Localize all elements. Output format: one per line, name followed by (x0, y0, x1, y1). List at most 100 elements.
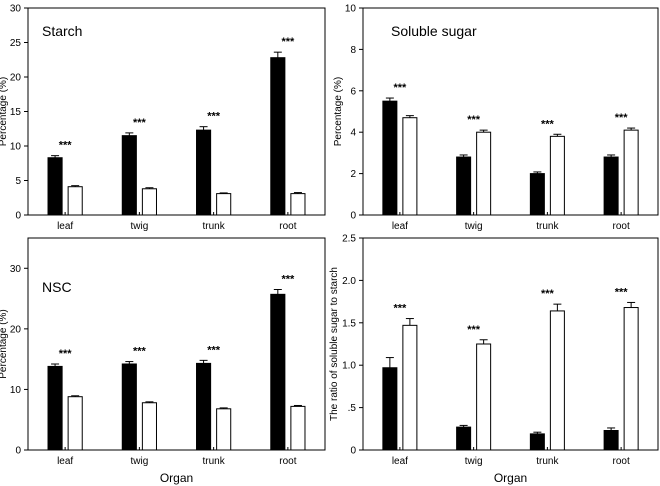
y-tick-label: 0 (15, 211, 21, 222)
y-tick-label: 8 (350, 45, 356, 56)
bar-filled-trunk (196, 129, 212, 216)
x-tick-label: twig (130, 456, 148, 467)
significance-marker: *** (281, 273, 295, 285)
y-tick-label: .5 (348, 403, 357, 414)
x-axis-label: Organ (160, 471, 193, 485)
panel-starch: 0 5 10 15 20 25 30 Percentage (%) Starch *** leaf *… (0, 4, 326, 232)
x-tick-label: root (613, 221, 630, 232)
bar-open-root (623, 307, 639, 451)
y-tick-label: 10 (345, 4, 357, 15)
y-tick-label: 20 (10, 73, 22, 84)
x-tick-label: trunk (203, 221, 226, 232)
x-tick-label: twig (465, 456, 483, 467)
y-tick-label: 10 (10, 385, 22, 396)
bar-filled-leaf (382, 367, 398, 451)
x-tick-label: twig (130, 221, 148, 232)
significance-marker: *** (393, 303, 407, 315)
y-axis-label: Percentage (%) (333, 77, 344, 146)
significance-marker: *** (133, 117, 147, 129)
bar-filled-twig (121, 135, 137, 216)
bar-filled-trunk (196, 362, 212, 451)
bar-open-trunk (216, 408, 232, 451)
y-tick-label: 30 (10, 4, 22, 15)
y-tick-label: 0 (15, 446, 21, 457)
significance-marker: *** (467, 114, 481, 126)
bar-open-root (290, 405, 306, 451)
bar-filled-trunk (529, 173, 545, 216)
bar-filled-root (270, 293, 286, 451)
y-tick-label: 2.5 (342, 234, 356, 245)
bar-open-twig (476, 131, 492, 216)
x-tick-label: root (613, 456, 630, 467)
bar-open-leaf (67, 186, 83, 216)
y-tick-label: 0 (350, 446, 356, 457)
y-tick-label: 10 (10, 142, 22, 153)
y-tick-label: 2 (350, 169, 356, 180)
panel-title: Soluble sugar (391, 23, 477, 39)
significance-marker: *** (133, 346, 147, 358)
y-tick-label: 6 (350, 86, 356, 97)
y-axis-label: Percentage (%) (0, 77, 9, 146)
y-tick-label: 20 (10, 324, 22, 335)
y-axis-label: Percentage (%) (0, 309, 9, 378)
y-tick-label: 4 (350, 128, 356, 139)
bar-open-root (623, 129, 639, 216)
plot-frame (362, 7, 659, 216)
bar-filled-leaf (47, 157, 63, 216)
significance-marker: *** (615, 112, 629, 124)
bar-open-twig (141, 402, 157, 451)
bar-open-trunk (549, 310, 565, 451)
bar-open-twig (476, 343, 492, 451)
bar-filled-root (603, 156, 619, 216)
y-tick-label: 2.0 (342, 276, 356, 287)
x-tick-label: trunk (536, 456, 559, 467)
x-tick-label: leaf (392, 456, 408, 467)
y-tick-label: 1.5 (342, 318, 356, 329)
significance-marker: *** (467, 324, 481, 336)
bar-open-leaf (402, 117, 418, 216)
x-axis-label: Organ (494, 471, 527, 485)
bar-open-leaf (67, 396, 83, 451)
bar-open-trunk (216, 193, 232, 216)
y-axis-label: The ratio of soluble sugar to starch (329, 267, 340, 421)
significance-marker: *** (207, 111, 221, 123)
panel-soluble-sugar: 0 2 4 6 8 10 Percentage (%) Soluble sugar *** lea… (333, 4, 659, 232)
x-tick-label: twig (465, 221, 483, 232)
bar-open-twig (141, 188, 157, 216)
y-tick-label: 15 (10, 107, 22, 118)
bar-filled-twig (121, 363, 137, 451)
plot-frame (362, 237, 659, 451)
significance-marker: *** (281, 36, 295, 48)
bar-filled-twig (456, 426, 472, 451)
panel-title: Starch (42, 23, 82, 39)
y-tick-label: 5 (15, 176, 21, 187)
x-tick-label: root (279, 456, 296, 467)
significance-marker: *** (541, 288, 555, 300)
bar-filled-trunk (529, 433, 545, 451)
panel-nsc: 0 10 20 30 Percentage (%) NSC *** leaf *** twig **… (0, 237, 326, 485)
bar-open-trunk (549, 135, 565, 216)
bar-open-leaf (402, 324, 418, 451)
x-tick-label: leaf (392, 221, 408, 232)
bar-open-root (290, 193, 306, 216)
panel-title: NSC (42, 279, 72, 295)
y-tick-label: 30 (10, 264, 22, 275)
panel-sugar-starch-ratio: 0 .5 1.0 1.5 2.0 2.5 The ratio of soluble suga… (329, 234, 659, 485)
bar-filled-leaf (47, 365, 63, 451)
plot-frame (27, 237, 326, 451)
y-tick-label: 0 (350, 211, 356, 222)
x-tick-label: trunk (536, 221, 559, 232)
significance-marker: *** (59, 140, 73, 152)
significance-marker: *** (541, 118, 555, 130)
y-tick-label: 1.0 (342, 361, 356, 372)
x-tick-label: root (279, 221, 296, 232)
significance-marker: *** (393, 82, 407, 94)
x-tick-label: trunk (203, 456, 226, 467)
bar-filled-root (270, 57, 286, 216)
x-tick-label: leaf (57, 221, 73, 232)
bar-filled-twig (456, 156, 472, 216)
significance-marker: *** (59, 348, 73, 360)
bar-filled-root (603, 429, 619, 451)
y-tick-label: 25 (10, 38, 22, 49)
